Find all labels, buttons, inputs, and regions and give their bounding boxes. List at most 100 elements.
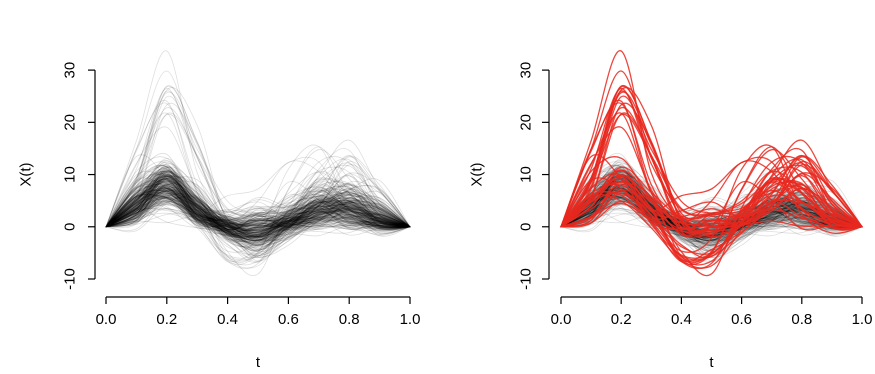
curve-line [105, 196, 411, 238]
curve-line [105, 175, 411, 228]
outlier-curve-line [560, 175, 863, 231]
curve-line [105, 175, 411, 242]
curve-line [105, 196, 411, 242]
curve-line [105, 173, 411, 230]
curve-line [105, 194, 411, 239]
curve-line [105, 194, 411, 252]
curve-line [560, 192, 863, 237]
curve-line [105, 176, 411, 231]
curve-line [105, 186, 411, 242]
outlier-curve-line [560, 112, 863, 228]
curve-line [105, 185, 411, 228]
curve-line [560, 173, 863, 232]
curve-line [105, 178, 411, 228]
curve-line [105, 169, 411, 236]
curve-line [105, 166, 411, 248]
curve-line [105, 169, 411, 237]
curve-line [105, 194, 411, 246]
curve-line [105, 187, 411, 229]
curve-line [105, 156, 411, 276]
curve-line [105, 187, 411, 229]
curve-line [105, 175, 411, 229]
curve-line [560, 185, 863, 236]
curve-line [105, 185, 411, 229]
curve-line [105, 148, 411, 261]
outlier-curve-line [560, 112, 863, 231]
curve-line [105, 191, 411, 242]
curve-line [105, 183, 411, 262]
curve-line [105, 198, 411, 228]
curve-line [105, 149, 411, 264]
curve-line [105, 160, 411, 228]
outlier-curve-line [560, 185, 863, 270]
curve-line [105, 186, 411, 245]
curve-line [560, 201, 863, 228]
curve-line [105, 180, 411, 228]
curve-line [105, 173, 411, 235]
curve-line [105, 201, 411, 244]
curve-line [560, 170, 863, 230]
curve-line [105, 188, 411, 238]
curve-line [105, 171, 411, 228]
curve-line [105, 184, 411, 238]
curve-line [105, 170, 411, 231]
curve-line [105, 155, 411, 238]
x-tick-label: 0.6 [731, 311, 752, 328]
curve-line [105, 187, 411, 229]
curve-line [105, 174, 411, 236]
curve-line [105, 171, 411, 232]
curve-line [105, 166, 411, 232]
curve-line [105, 178, 411, 230]
curve-line [105, 192, 411, 228]
x-tick-label: 0.4 [217, 311, 238, 328]
curve-line [105, 180, 411, 239]
curve-line [560, 193, 863, 264]
curve-line [105, 167, 411, 228]
curve-line [105, 187, 411, 233]
curve-line [105, 186, 411, 233]
y-tick-label: 30 [62, 62, 79, 79]
curve-line [105, 126, 411, 229]
curve-line [105, 198, 411, 246]
curve-line [560, 182, 863, 243]
curve-line [105, 164, 411, 248]
curve-line [105, 170, 411, 228]
curve-line [105, 193, 411, 231]
curve-line [105, 184, 411, 228]
curve-line [105, 190, 411, 231]
curve-line [105, 170, 411, 230]
curve-line [105, 170, 411, 259]
curve-line [105, 179, 411, 248]
curve-line [105, 184, 411, 239]
curve-line [105, 183, 411, 239]
curve-line [105, 179, 411, 228]
x-tick-label: 1.0 [852, 311, 873, 328]
curve-line [105, 187, 411, 229]
curve-line [105, 194, 411, 243]
curve-line [105, 188, 411, 228]
curve-line [105, 146, 411, 265]
curve-line [105, 184, 411, 240]
curve-line [105, 164, 411, 228]
curve-line [105, 193, 411, 231]
curve-line [105, 175, 411, 233]
curve-line [105, 165, 411, 228]
curve-line [560, 161, 863, 231]
curve-line [105, 176, 411, 232]
curve-line [105, 180, 411, 235]
curve-line [105, 180, 411, 262]
curve-line [105, 175, 411, 237]
curve-line [105, 85, 411, 228]
curve-line [105, 186, 411, 237]
curve-line [105, 187, 411, 232]
curve-line [105, 87, 411, 233]
outlier-curve-line [560, 90, 863, 228]
curve-line [105, 176, 411, 241]
curve-line [105, 112, 411, 228]
curve-line [105, 171, 411, 228]
y-tick-label: 10 [62, 166, 79, 183]
curve-line [105, 186, 411, 228]
curve-line [105, 192, 411, 242]
curve-line [105, 193, 411, 230]
curve-line [105, 174, 411, 231]
